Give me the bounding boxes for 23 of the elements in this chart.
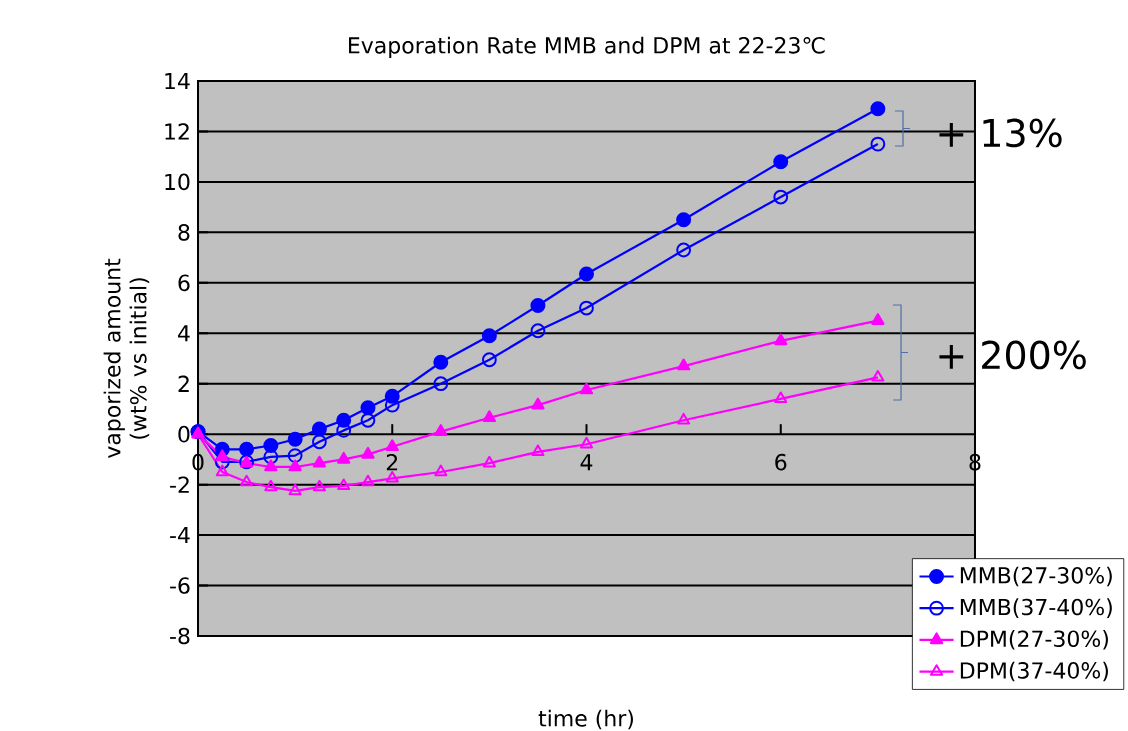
y-tick-label: 12 [165, 123, 189, 140]
y-tick-label: -2 [170, 476, 189, 493]
y-axis-title: vaporized amount (wt% vs initial) [103, 258, 150, 458]
y-tick-label: 2 [178, 375, 189, 392]
y-tick-label: 4 [178, 325, 190, 342]
x-tick-label: 6 [775, 453, 787, 471]
y-tick-label: 6 [178, 274, 190, 292]
x-axis-title: time (hr) [538, 709, 633, 730]
y-tick-label: 8 [178, 224, 190, 241]
x-tick-label: 4 [580, 454, 593, 471]
y-tick-label: -4 [170, 527, 190, 544]
y-tick-label: 0 [178, 425, 190, 443]
x-tick-label: 2 [386, 454, 398, 471]
legend-label: DPM(37-40%) [960, 661, 1108, 682]
chart-title: Evaporation Rate MMB and DPM at 22-23℃ [349, 36, 825, 58]
y-tick-label: 10 [165, 173, 190, 191]
legend-label: DPM(27-30%) [960, 630, 1108, 650]
y-tick-label: -8 [170, 627, 190, 645]
annotation: + 200% [939, 340, 1086, 370]
y-tick-label: 14 [165, 72, 190, 90]
legend-label: MMB(37-40%) [960, 598, 1112, 618]
legend-label: MMB(27-30%) [960, 566, 1112, 587]
y-tick-label: -6 [170, 577, 190, 594]
